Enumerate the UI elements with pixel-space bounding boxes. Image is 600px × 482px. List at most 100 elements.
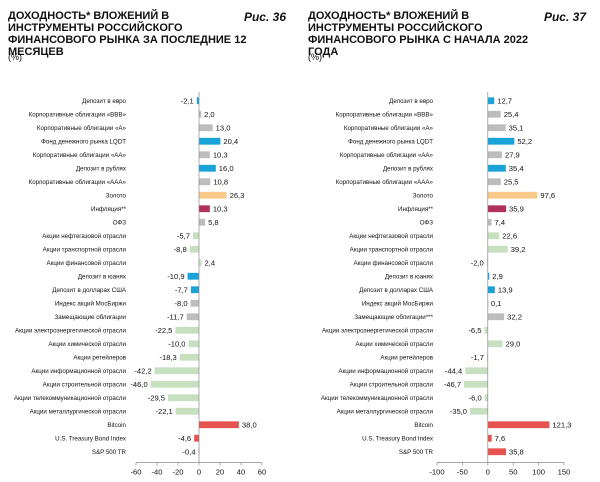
category-label: Акции информационной отрасли bbox=[31, 368, 126, 375]
category-label: Корпоративные облигации «АА» bbox=[340, 152, 434, 159]
data-label: 22,6 bbox=[502, 231, 517, 240]
data-label: -44,4 bbox=[445, 366, 462, 375]
x-tick-label: 60 bbox=[258, 468, 266, 477]
category-label: Депозит в рублях bbox=[383, 165, 434, 172]
data-label: -46,7 bbox=[444, 380, 461, 389]
category-label: Акции металлургической отрасли bbox=[337, 408, 434, 415]
x-tick-label: 150 bbox=[558, 468, 571, 477]
data-label: 2,9 bbox=[492, 272, 503, 281]
data-label: 7,4 bbox=[495, 218, 506, 227]
bar bbox=[484, 326, 488, 334]
category-label: Акции химической отрасли bbox=[355, 341, 433, 348]
chart-title: ДОХОДНОСТЬ* ВЛОЖЕНИЙ В ИНСТРУМЕНТЫ РОССИ… bbox=[308, 10, 529, 58]
data-label: 10,3 bbox=[213, 150, 228, 159]
category-label: Инфляция** bbox=[398, 206, 434, 213]
category-label: Индекс акций МосБиржи bbox=[55, 300, 127, 307]
data-label: 26,3 bbox=[230, 191, 245, 200]
bar bbox=[199, 178, 211, 186]
chart-title: ДОХОДНОСТЬ* ВЛОЖЕНИЙ В ИНСТРУМЕНТЫ РОССИ… bbox=[8, 10, 247, 58]
data-label: -11,7 bbox=[167, 312, 184, 321]
category-label: Акции телекоммуникационной отрасли bbox=[321, 395, 434, 402]
bar bbox=[487, 191, 538, 199]
bar-chart: Депозит в евро 12,7 Корпоративные облигаци… bbox=[321, 92, 571, 477]
data-label: 38,0 bbox=[242, 420, 257, 429]
bar bbox=[487, 421, 550, 429]
category-label: U.S. Treasury Bond Index bbox=[362, 435, 434, 442]
data-label: 35,8 bbox=[509, 447, 524, 456]
data-label: 13,0 bbox=[216, 123, 231, 132]
data-label: -18,3 bbox=[159, 353, 176, 362]
figure-label: Рис. 37 bbox=[543, 10, 586, 24]
category-label: Акции строительной отрасли bbox=[43, 381, 127, 388]
bar bbox=[175, 407, 199, 415]
data-label: 32,2 bbox=[507, 312, 522, 321]
data-label: 20,4 bbox=[223, 137, 238, 146]
category-label: Акции телекоммуникационной отрасли bbox=[14, 395, 127, 402]
bar bbox=[199, 421, 239, 429]
category-label: Депозит в юанях bbox=[385, 273, 434, 280]
category-label: Акции транспортной отрасли bbox=[43, 246, 127, 253]
x-tick-label: 20 bbox=[216, 468, 224, 477]
bar bbox=[465, 367, 488, 375]
category-label: Корпоративные облигации «А» bbox=[344, 125, 434, 132]
category-label: Депозит в евро bbox=[389, 98, 433, 105]
bar bbox=[487, 110, 501, 118]
data-label: -1,7 bbox=[471, 353, 484, 362]
unit-label: (%) bbox=[8, 52, 22, 62]
bar bbox=[199, 151, 210, 159]
data-label: 25,4 bbox=[504, 110, 519, 119]
data-label: 12,7 bbox=[497, 96, 512, 105]
data-label: -29,5 bbox=[148, 393, 165, 402]
category-label: U.S. Treasury Bond Index bbox=[55, 435, 127, 442]
bar bbox=[189, 245, 199, 253]
unit-label: (%) bbox=[308, 52, 322, 62]
category-label: Акции ретейлеров bbox=[73, 354, 126, 361]
bar bbox=[487, 448, 506, 456]
category-label: Акции транспортной отрасли bbox=[350, 246, 434, 253]
data-label: 2,0 bbox=[204, 110, 215, 119]
data-label: 97,6 bbox=[540, 191, 555, 200]
data-label: -8,0 bbox=[175, 299, 188, 308]
category-label: Индекс акций МосБиржи bbox=[362, 300, 434, 307]
data-label: -10,0 bbox=[168, 339, 185, 348]
category-label: Корпоративные облигации «АА» bbox=[33, 152, 127, 159]
x-tick-label: -50 bbox=[457, 468, 468, 477]
bar bbox=[486, 353, 488, 361]
bar bbox=[487, 434, 492, 442]
bar bbox=[487, 164, 506, 172]
data-label: 121,3 bbox=[552, 420, 571, 429]
bar bbox=[199, 191, 227, 199]
category-label: S&P 500 TR bbox=[92, 449, 127, 456]
category-label: Акции информационной отрасли bbox=[338, 368, 433, 375]
category-label: Акции финансовой отрасли bbox=[47, 260, 127, 267]
bar bbox=[179, 353, 199, 361]
x-tick-label: 100 bbox=[532, 468, 545, 477]
bar bbox=[188, 340, 199, 348]
data-label: -0,4 bbox=[182, 447, 195, 456]
category-label: Депозит в долларах США bbox=[359, 287, 434, 294]
bar bbox=[487, 205, 507, 213]
bar bbox=[487, 97, 495, 105]
category-label: Фонд денежного рынка LQDT bbox=[41, 138, 126, 145]
data-label: -5,7 bbox=[177, 231, 190, 240]
bar bbox=[199, 137, 221, 145]
bar bbox=[199, 124, 213, 132]
data-label: 5,8 bbox=[208, 218, 219, 227]
category-label: Акции строительной отрасли bbox=[350, 381, 434, 388]
bar bbox=[199, 164, 216, 172]
bar bbox=[175, 326, 199, 334]
data-label: -22,5 bbox=[155, 326, 172, 335]
data-label: -42,2 bbox=[134, 366, 151, 375]
category-label: S&P 500 TR bbox=[399, 449, 434, 456]
data-label: 52,2 bbox=[517, 137, 532, 146]
bar bbox=[487, 232, 500, 240]
bar bbox=[487, 137, 515, 145]
bar bbox=[486, 259, 488, 267]
x-tick-label: 40 bbox=[237, 468, 245, 477]
bar bbox=[487, 313, 505, 321]
category-label: Акции электроэнергетической отрасли bbox=[322, 327, 434, 334]
category-label: Корпоративные облигации «ААА» bbox=[336, 179, 434, 186]
data-label: -8,8 bbox=[174, 245, 187, 254]
data-label: -10,9 bbox=[167, 272, 184, 281]
bar bbox=[190, 299, 199, 307]
